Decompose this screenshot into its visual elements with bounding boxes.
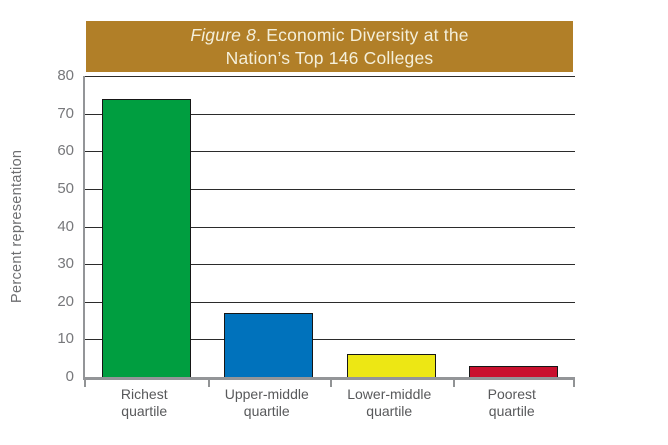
y-axis-title: Percent representation bbox=[9, 149, 25, 304]
bar-poorest-quartile bbox=[469, 365, 559, 377]
y-tick-label-10: 10 bbox=[57, 330, 74, 348]
gridline-20 bbox=[85, 301, 575, 303]
plot-area bbox=[83, 76, 575, 387]
gridline-30 bbox=[85, 264, 575, 266]
y-tick-label-70: 70 bbox=[57, 104, 74, 122]
x-axis-tick bbox=[84, 380, 86, 387]
gridline-80 bbox=[85, 76, 575, 77]
category-label-richest-quartile: Richest quartile bbox=[120, 386, 168, 419]
chart-title-line1: Figure 8. Economic Diversity at the bbox=[86, 24, 573, 47]
bar-upper-middle-quartile bbox=[224, 313, 314, 377]
y-tick-label-40: 40 bbox=[57, 217, 74, 235]
category-label-lower-middle-quartile: Lower-middle quartile bbox=[347, 386, 432, 419]
gridline-40 bbox=[85, 226, 575, 228]
gridline-10 bbox=[85, 339, 575, 341]
y-tick-label-30: 30 bbox=[57, 255, 74, 273]
bar-lower-middle-quartile bbox=[346, 354, 436, 377]
y-tick-label-0: 0 bbox=[65, 368, 74, 385]
gridline-50 bbox=[85, 188, 575, 190]
y-tick-label-50: 50 bbox=[57, 179, 74, 197]
x-axis-tick bbox=[573, 380, 575, 387]
figure-number-label: Figure 8 bbox=[190, 25, 257, 45]
x-axis-tick bbox=[330, 380, 332, 387]
category-label-upper-middle-quartile: Upper-middle quartile bbox=[224, 386, 309, 419]
x-axis-tick bbox=[452, 380, 455, 387]
y-tick-label-60: 60 bbox=[57, 142, 74, 160]
y-tick-label-80: 80 bbox=[57, 67, 74, 84]
x-axis-tick bbox=[207, 380, 210, 387]
chart-title-line2: Nation’s Top 146 Colleges bbox=[225, 48, 434, 68]
bar-richest-quartile bbox=[101, 98, 191, 377]
y-tick-label-20: 20 bbox=[57, 292, 74, 310]
gridline-70 bbox=[85, 113, 575, 115]
gridline-60 bbox=[85, 151, 575, 153]
chart-title-banner: Figure 8. Economic Diversity at the Nati… bbox=[86, 21, 573, 72]
x-axis-category-labels: Richest quartile Upper-middle quartile Low… bbox=[83, 386, 573, 426]
category-label-poorest-quartile: Poorest quartile bbox=[487, 386, 536, 419]
chart-title-line1-text: . Economic Diversity at the bbox=[256, 25, 469, 45]
